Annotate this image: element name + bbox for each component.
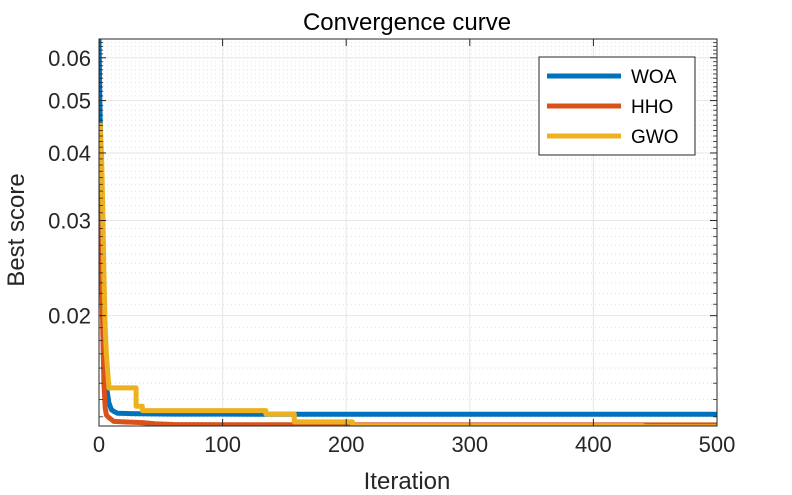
x-tick-label: 100 bbox=[204, 432, 241, 457]
x-tick-label: 300 bbox=[451, 432, 488, 457]
y-tick-label: 0.02 bbox=[48, 304, 91, 329]
legend-label-hho: HHO bbox=[631, 97, 673, 118]
legend: WOA HHO GWO bbox=[538, 56, 696, 156]
tick-labels: 0.02 0.03 0.04 0.05 0.06 0 100 200 300 400 500 bbox=[48, 46, 735, 457]
y-axis-label: Best score bbox=[3, 173, 30, 286]
x-tick-label: 200 bbox=[328, 432, 365, 457]
series-line-gwo bbox=[99, 122, 717, 426]
x-tick-label: 0 bbox=[93, 432, 105, 457]
y-tick-label: 0.05 bbox=[48, 89, 91, 114]
legend-label-woa: WOA bbox=[631, 67, 677, 88]
series-group bbox=[99, 39, 717, 426]
ticks bbox=[98, 39, 718, 426]
series-line-hho bbox=[99, 135, 717, 426]
legend-label-gwo: GWO bbox=[631, 127, 679, 148]
chart-title: Convergence curve bbox=[303, 9, 511, 36]
y-tick-label: 0.03 bbox=[48, 208, 91, 233]
x-axis-label: Iteration bbox=[364, 468, 451, 495]
y-tick-label: 0.04 bbox=[48, 141, 91, 166]
axes-box bbox=[98, 38, 718, 427]
x-tick-label: 500 bbox=[699, 432, 736, 457]
y-tick-label: 0.06 bbox=[48, 46, 91, 71]
x-tick-label: 400 bbox=[575, 432, 612, 457]
